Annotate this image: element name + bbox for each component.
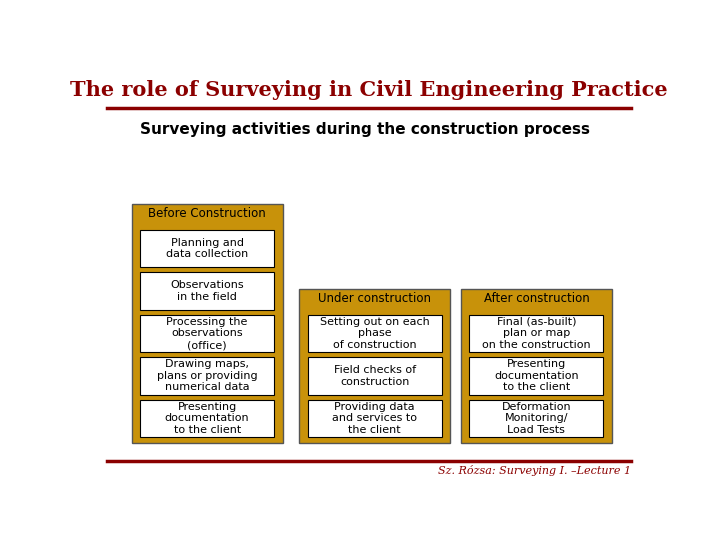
Text: Under construction: Under construction bbox=[318, 292, 431, 305]
FancyBboxPatch shape bbox=[132, 204, 282, 443]
FancyBboxPatch shape bbox=[469, 315, 603, 352]
Text: Presenting
documentation
to the client: Presenting documentation to the client bbox=[494, 359, 579, 393]
FancyBboxPatch shape bbox=[469, 357, 603, 395]
Text: Surveying activities during the construction process: Surveying activities during the construc… bbox=[140, 122, 590, 137]
FancyBboxPatch shape bbox=[140, 400, 274, 437]
Text: Final (as-built)
plan or map
on the construction: Final (as-built) plan or map on the cons… bbox=[482, 317, 590, 350]
Text: Processing the
observations
(office): Processing the observations (office) bbox=[166, 317, 248, 350]
FancyBboxPatch shape bbox=[140, 315, 274, 352]
FancyBboxPatch shape bbox=[469, 400, 603, 437]
Text: Planning and
data collection: Planning and data collection bbox=[166, 238, 248, 259]
Text: Drawing maps,
plans or providing
numerical data: Drawing maps, plans or providing numeric… bbox=[157, 359, 258, 393]
Text: Setting out on each
phase
of construction: Setting out on each phase of constructio… bbox=[320, 317, 429, 350]
Text: Presenting
documentation
to the client: Presenting documentation to the client bbox=[165, 402, 250, 435]
Text: Observations
in the field: Observations in the field bbox=[171, 280, 244, 302]
FancyBboxPatch shape bbox=[307, 400, 441, 437]
FancyBboxPatch shape bbox=[300, 288, 450, 443]
Text: The role of Surveying in Civil Engineering Practice: The role of Surveying in Civil Engineeri… bbox=[70, 80, 668, 100]
FancyBboxPatch shape bbox=[140, 272, 274, 310]
FancyBboxPatch shape bbox=[461, 288, 612, 443]
Text: After construction: After construction bbox=[484, 292, 589, 305]
FancyBboxPatch shape bbox=[140, 230, 274, 267]
Text: Deformation
Monitoring/
Load Tests: Deformation Monitoring/ Load Tests bbox=[502, 402, 571, 435]
FancyBboxPatch shape bbox=[140, 357, 274, 395]
Text: Sz. Rózsa: Surveying I. –Lecture 1: Sz. Rózsa: Surveying I. –Lecture 1 bbox=[438, 465, 631, 476]
FancyBboxPatch shape bbox=[307, 315, 441, 352]
Text: Before Construction: Before Construction bbox=[148, 207, 266, 220]
Text: Providing data
and services to
the client: Providing data and services to the clien… bbox=[332, 402, 417, 435]
Text: Field checks of
construction: Field checks of construction bbox=[333, 365, 415, 387]
FancyBboxPatch shape bbox=[307, 357, 441, 395]
